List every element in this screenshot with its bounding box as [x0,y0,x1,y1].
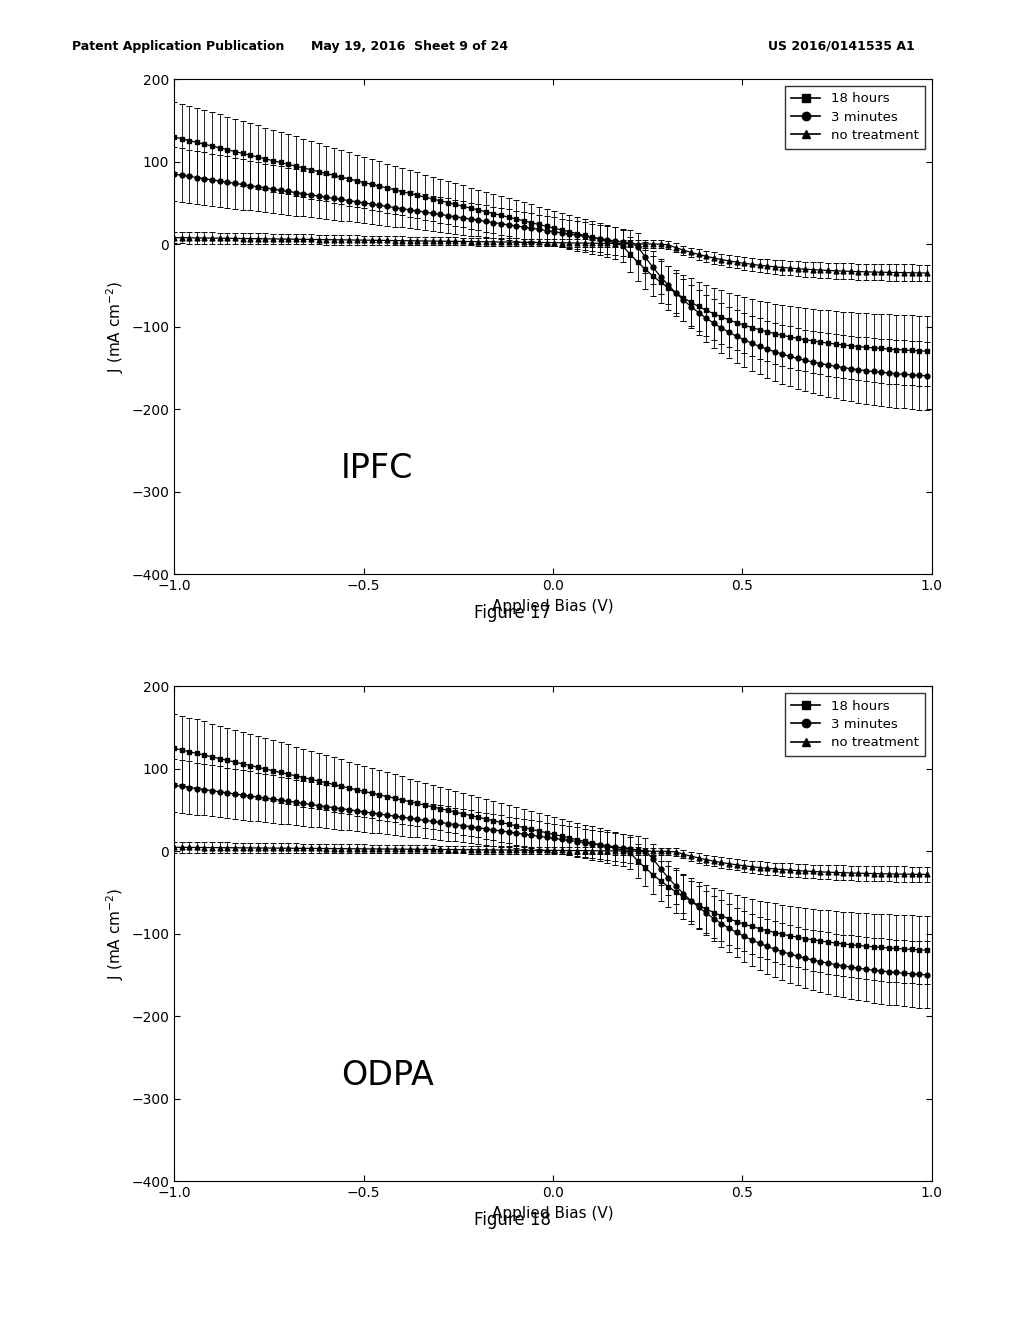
Text: Figure 17: Figure 17 [473,603,551,622]
Y-axis label: J (mA cm$^{-2}$): J (mA cm$^{-2}$) [104,280,126,374]
X-axis label: Applied Bias (V): Applied Bias (V) [493,598,613,614]
Text: IPFC: IPFC [341,451,413,486]
Text: Patent Application Publication: Patent Application Publication [72,40,284,53]
X-axis label: Applied Bias (V): Applied Bias (V) [493,1205,613,1221]
Text: US 2016/0141535 A1: US 2016/0141535 A1 [768,40,914,53]
Text: Figure 18: Figure 18 [473,1210,551,1229]
Legend: 18 hours, 3 minutes, no treatment: 18 hours, 3 minutes, no treatment [784,86,926,149]
Y-axis label: J (mA cm$^{-2}$): J (mA cm$^{-2}$) [104,887,126,981]
Text: ODPA: ODPA [341,1059,433,1093]
Text: May 19, 2016  Sheet 9 of 24: May 19, 2016 Sheet 9 of 24 [311,40,508,53]
Legend: 18 hours, 3 minutes, no treatment: 18 hours, 3 minutes, no treatment [784,693,926,756]
